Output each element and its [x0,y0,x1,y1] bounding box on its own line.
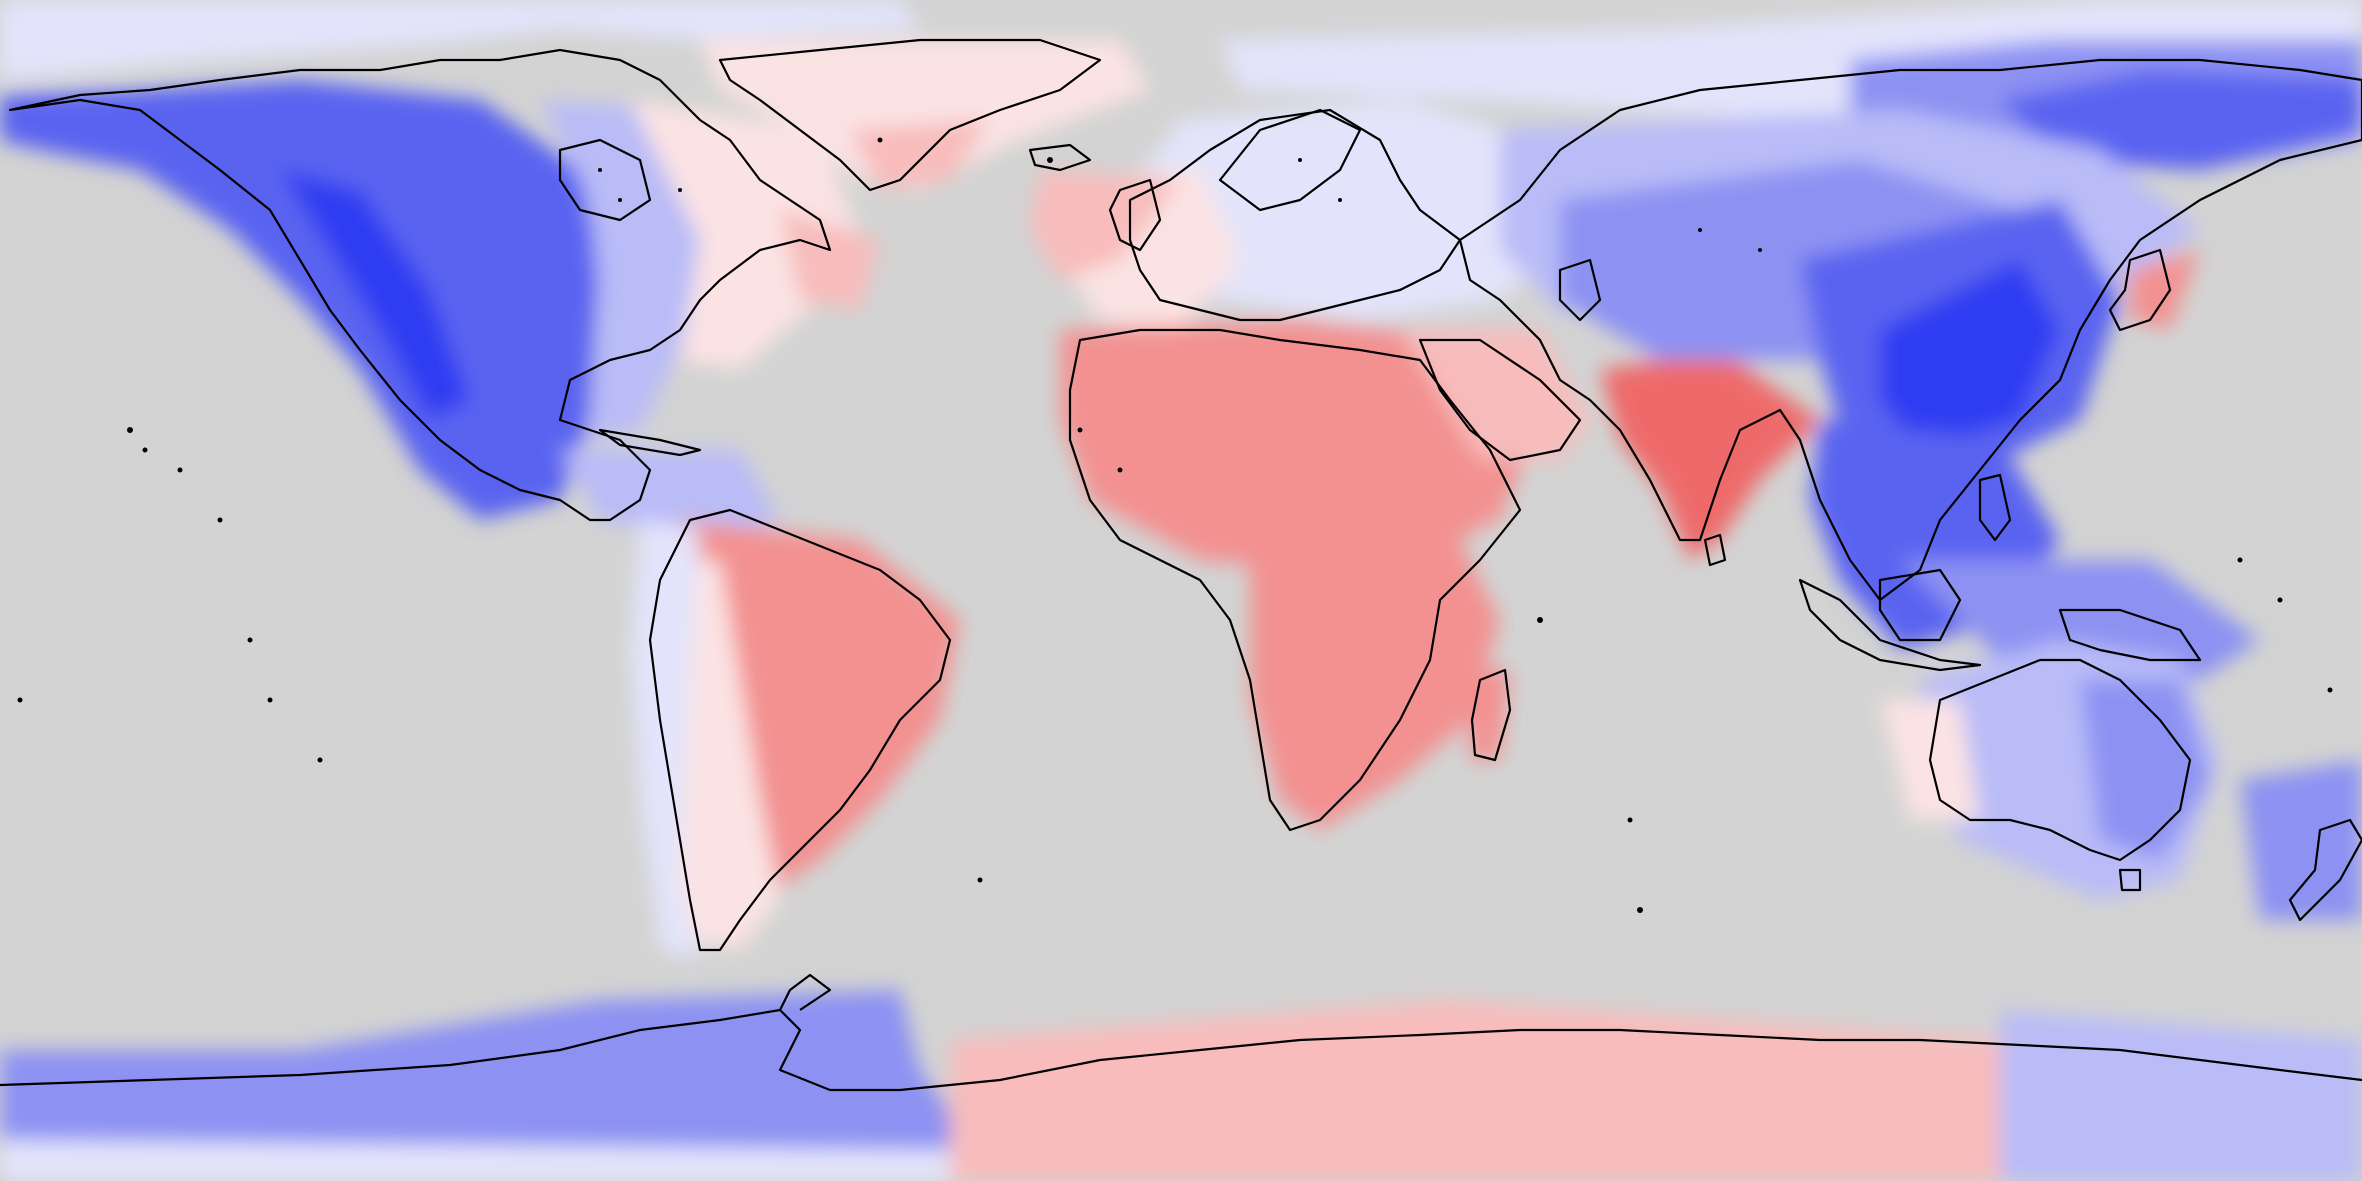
coast-britain [1108,178,1162,252]
band-brazil-core [780,540,950,780]
region-arabia [1400,330,1590,460]
coast-borneo [1878,568,1962,642]
region-eastern-north-america [630,100,860,370]
coast-north-america [8,48,832,522]
coast-antarctic-peninsula [779,973,832,1011]
band-china-core [1880,260,2060,450]
coast-hudson-bay [558,138,652,222]
band-new-zealand [2240,760,2362,920]
coast-tasmania [2118,868,2142,892]
coast-europe [1128,108,1462,322]
coast-iceland [1028,143,1092,172]
band-antarctic-bottom [0,1140,950,1181]
region-greenland [700,40,1150,190]
coast-caspian [1558,258,1602,322]
coast-south-america [648,508,952,952]
band-japan [2130,250,2200,330]
band-greenland-south [850,120,990,190]
region-india [1600,350,1820,560]
coast-antarctica [0,1008,2362,1092]
band-arctic-west [0,0,920,80]
coast-asia [1458,58,2362,602]
band-east-australia [2080,680,2210,860]
coast-greenland [718,38,1102,192]
band-atlantic-pink [1030,170,1180,280]
band-west-antarctica-core [0,1020,820,1120]
coast-scandinavia [1218,108,1362,212]
region-southern-africa [1250,520,1500,830]
coast-arabia [1418,338,1582,462]
band-antarctica-east-edge [2000,1010,2362,1181]
coast-new-zealand [2288,818,2362,922]
band-madagascar [1470,670,1510,760]
region-europe [1130,100,1580,320]
coast-japan [2108,248,2172,332]
coast-philippines [1978,473,2012,542]
coast-cuba [598,428,702,457]
island-specks [17,137,2333,913]
coastlines [0,38,2362,1092]
coast-africa [1068,328,1522,832]
coast-australia [1928,658,2192,862]
band-maritime [1900,560,2260,680]
coast-sri-lanka [1703,533,1727,567]
band-sa-west-coast [630,520,700,960]
band-siberia-core [2000,70,2362,170]
coast-madagascar [1470,668,1512,762]
coast-sumatra-java [1798,578,1982,672]
band-newfoundland [780,210,880,310]
coast-new-guinea [2058,608,2202,662]
band-na-west-deep [280,170,470,420]
